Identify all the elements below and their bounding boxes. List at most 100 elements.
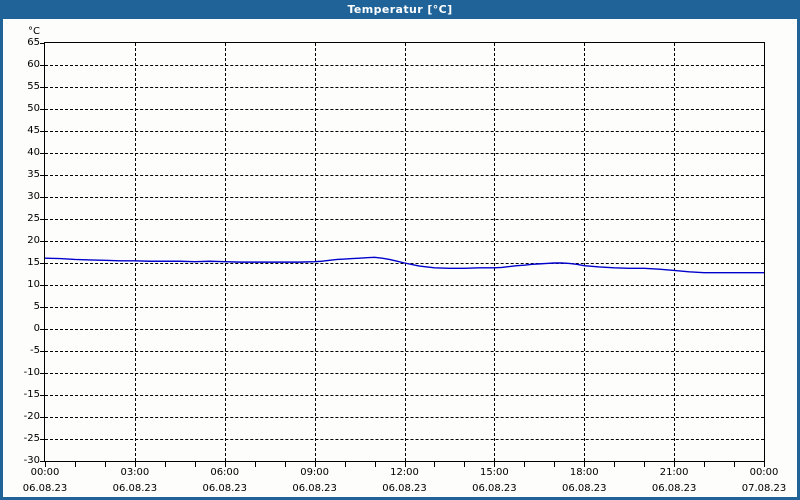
- y-axis-tick-mark: [40, 373, 44, 374]
- x-axis-tick-time: 09:00: [300, 467, 330, 478]
- y-axis-tick-label: 10: [27, 279, 40, 290]
- x-axis-tick-label: 12:00 06.08.23: [382, 463, 427, 494]
- y-axis-tick-label: -20: [23, 411, 40, 422]
- gridline-vertical: [674, 43, 676, 461]
- plot-box: [44, 42, 765, 462]
- y-axis-tick-mark: [40, 109, 44, 110]
- x-axis-tick-mark: [254, 462, 256, 467]
- y-axis-tick-mark: [40, 285, 44, 286]
- y-axis-tick-label: 40: [27, 147, 40, 158]
- y-axis-tick-mark: [40, 87, 44, 88]
- y-axis-tick-mark: [40, 175, 44, 176]
- x-axis-tick-mark: [344, 462, 346, 467]
- y-axis-tick-label: -30: [23, 455, 40, 466]
- chart-area: °C 65 60 55 50 45 40 35 30 25 20 15 10 5 0 -5 -10 -15 -20…: [3, 19, 797, 497]
- x-axis-tick-time: 06:00: [210, 467, 240, 478]
- x-axis-tick-label: 09:00 06.08.23: [292, 463, 337, 494]
- y-axis-unit-label: °C: [28, 26, 40, 37]
- x-axis-tick-date: 06.08.23: [382, 483, 427, 494]
- y-axis-tick-label: 60: [27, 59, 40, 70]
- y-axis-tick-mark: [40, 461, 44, 462]
- gridline-vertical: [224, 43, 226, 461]
- y-axis-tick-label: 45: [27, 125, 40, 136]
- gridline-vertical: [314, 43, 316, 461]
- x-axis-tick-mark: [434, 462, 436, 467]
- y-axis-tick-mark: [40, 395, 44, 396]
- y-axis-tick-labels: 65 60 55 50 45 40 35 30 25 20 15 10 5 0 -5 -10 -15 -20 -25…: [3, 38, 40, 466]
- y-axis-tick-mark: [40, 417, 44, 418]
- x-axis-tick-mark: [314, 462, 316, 467]
- x-axis-tick-mark: [554, 462, 556, 467]
- x-axis-tick-label: 21:00 06.08.23: [652, 463, 697, 494]
- x-axis-tick-mark: [704, 462, 706, 467]
- x-axis-tick-mark: [374, 462, 376, 467]
- x-axis-tick-time: 21:00: [659, 467, 689, 478]
- x-axis-tick-label: 00:00 06.08.23: [23, 463, 68, 494]
- y-axis-tick-mark: [40, 65, 44, 66]
- y-axis-tick-label: 20: [27, 235, 40, 246]
- y-axis-tick-mark: [40, 131, 44, 132]
- x-axis-tick-mark: [614, 462, 616, 467]
- x-axis-tick-label: 00:00 07.08.23: [742, 463, 787, 494]
- x-axis-tick-time: 03:00: [120, 467, 150, 478]
- x-axis-tick-date: 06.08.23: [202, 483, 248, 494]
- y-axis-tick-label: 55: [27, 81, 40, 92]
- x-axis-tick-time: 15:00: [479, 467, 509, 478]
- x-axis-tick-date: 06.08.23: [561, 483, 607, 494]
- gridline-vertical: [494, 43, 496, 461]
- y-axis-tick-mark: [40, 197, 44, 198]
- x-axis-tick-marks: [3, 462, 797, 468]
- x-axis-tick-mark: [524, 462, 526, 467]
- x-axis-tick-labels: 00:00 06.08.23 03:00 06.08.23 06:00 06.08.23 0…: [3, 463, 797, 497]
- x-axis-tick-time: 12:00: [390, 467, 419, 478]
- x-axis-tick-mark: [494, 462, 496, 467]
- x-axis-tick-date: 07.08.23: [741, 483, 787, 494]
- temperature-series: [45, 256, 764, 274]
- gridline-vertical: [584, 43, 586, 461]
- y-axis-tick-mark: [40, 307, 44, 308]
- x-axis-tick-mark: [134, 462, 136, 467]
- y-axis-tick-label: 50: [27, 103, 40, 114]
- y-axis-tick-mark: [40, 329, 44, 330]
- y-axis-tick-label: 35: [27, 169, 40, 180]
- x-axis-tick-mark: [284, 462, 286, 467]
- x-axis-tick-mark: [404, 462, 406, 467]
- x-axis-tick-time: 00:00: [30, 467, 60, 478]
- y-axis-tick-label: 25: [27, 213, 40, 224]
- y-axis-tick-mark: [40, 439, 44, 440]
- y-axis-tick-label: 15: [27, 257, 40, 268]
- x-axis-tick-mark: [734, 462, 736, 467]
- y-axis-tick-mark: [40, 351, 44, 352]
- y-axis-tick-mark: [40, 153, 44, 154]
- y-axis-tick-label: -5: [30, 345, 40, 356]
- y-axis-tick-label: 65: [27, 37, 40, 48]
- x-axis-tick-date: 06.08.23: [112, 483, 158, 494]
- x-axis-tick-mark: [164, 462, 166, 467]
- x-axis-tick-time: 00:00: [749, 467, 779, 478]
- window-title: Temperatur [°C]: [347, 3, 453, 16]
- x-axis-tick-label: 06:00 06.08.23: [202, 463, 247, 494]
- y-axis-tick-mark: [40, 43, 44, 44]
- y-axis-tick-label: -10: [23, 367, 40, 378]
- x-axis-tick-mark: [194, 462, 196, 467]
- x-axis-tick-mark: [45, 462, 46, 467]
- x-axis-tick-mark: [104, 462, 106, 467]
- x-axis-tick-mark: [224, 462, 226, 467]
- gridline-vertical: [404, 43, 406, 461]
- y-axis-tick-label: 0: [33, 323, 40, 334]
- x-axis-tick-mark: [764, 462, 765, 467]
- x-axis-tick-label: 03:00 06.08.23: [113, 463, 158, 494]
- window-title-bar: Temperatur [°C]: [3, 0, 797, 19]
- y-axis-tick-mark: [40, 263, 44, 264]
- gridline-vertical: [134, 43, 136, 461]
- x-axis-tick-date: 06.08.23: [651, 483, 697, 494]
- x-axis-tick-time: 18:00: [569, 467, 599, 478]
- x-axis-tick-date: 06.08.23: [472, 483, 517, 494]
- y-axis-tick-label: 30: [27, 191, 40, 202]
- x-axis-tick-mark: [584, 462, 586, 467]
- x-axis-tick-label: 18:00 06.08.23: [562, 463, 607, 494]
- y-axis-tick-label: 5: [33, 301, 40, 312]
- x-axis-tick-date: 06.08.23: [292, 483, 337, 494]
- x-axis-tick-mark: [674, 462, 676, 467]
